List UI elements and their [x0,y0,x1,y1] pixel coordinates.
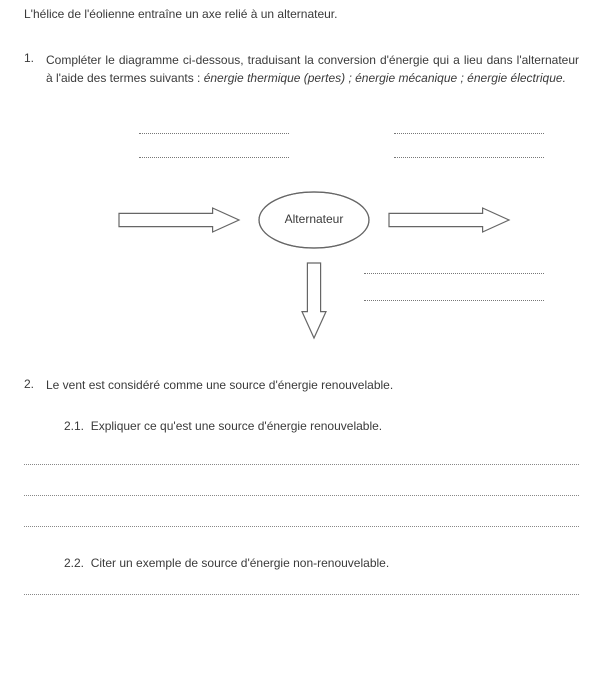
question-1-body: Compléter le diagramme ci-dessous, tradu… [46,51,579,87]
question-2-number: 2. [24,377,46,394]
dotted-line [24,495,579,496]
dotted-line [24,464,579,465]
intro-text: L'hélice de l'éolienne entraîne un axe r… [24,0,579,23]
arrow-down [302,263,326,338]
arrow-right [389,208,509,232]
blank-top-right-2 [394,157,544,158]
answer-lines-2-1 [24,464,579,527]
question-2-1-body: Expliquer ce qu'est une source d'énergie… [91,419,382,433]
question-2-2-body: Citer un exemple de source d'énergie non… [91,556,389,570]
diagram-canvas [24,105,579,355]
blank-bottom-right-2 [364,300,544,301]
dotted-line [24,594,579,595]
question-1: 1. Compléter le diagramme ci-dessous, tr… [24,51,579,87]
energy-diagram: Alternateur [24,105,579,355]
blank-top-left-2 [139,157,289,158]
blank-top-right-1 [394,133,544,134]
blank-top-left-1 [139,133,289,134]
question-2-2-number: 2.2. [64,556,84,570]
answer-lines-2-2 [24,594,579,595]
blank-bottom-right-1 [364,273,544,274]
question-1-terms: énergie thermique (pertes) ; énergie méc… [204,71,566,85]
dotted-line [24,526,579,527]
question-2-body: Le vent est considéré comme une source d… [46,377,393,394]
question-2-2: 2.2. Citer un exemple de source d'énergi… [64,555,579,572]
question-1-number: 1. [24,51,46,87]
question-2-1-number: 2.1. [64,419,84,433]
question-2: 2. Le vent est considéré comme une sourc… [24,377,579,394]
arrow-left [119,208,239,232]
alternator-label: Alternateur [284,212,344,226]
question-2-1: 2.1. Expliquer ce qu'est une source d'én… [64,418,579,435]
